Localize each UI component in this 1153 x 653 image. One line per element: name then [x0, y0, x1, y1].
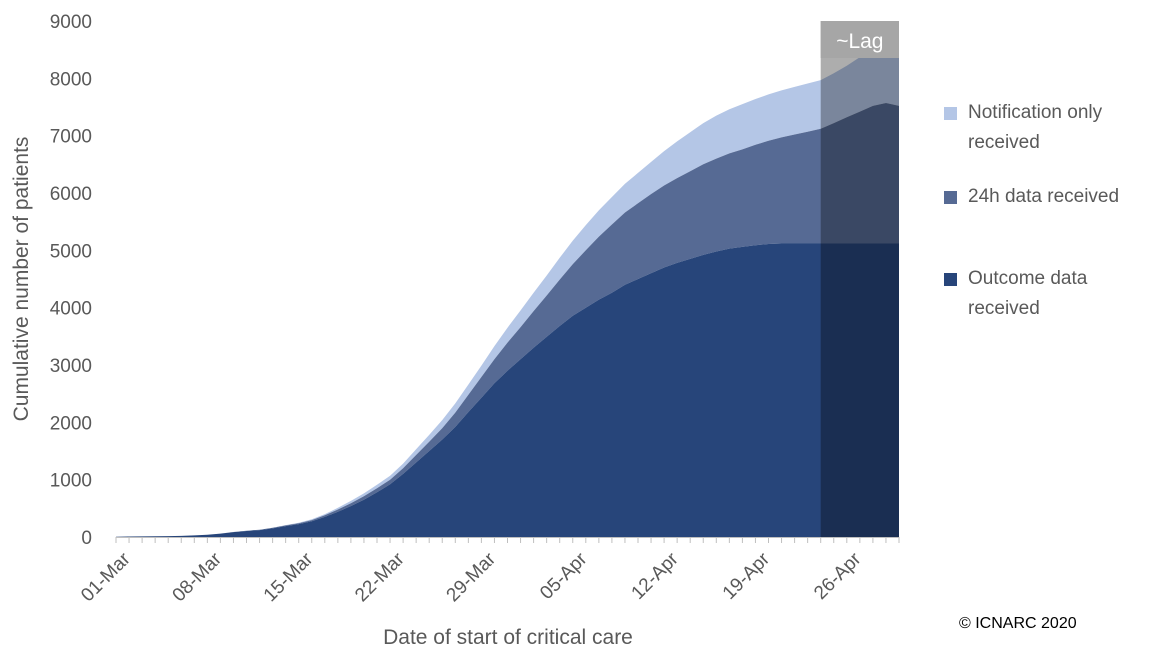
legend-label-notification: Notification only received — [968, 102, 1103, 153]
y-tick-label: 2000 — [50, 413, 92, 434]
legend-swatch-outcome — [944, 273, 957, 286]
cumulative-patients-chart: 0 1000 2000 3000 4000 5000 6000 7000 8000 9000 ~L… — [10, 12, 900, 649]
x-axis-minor-ticks — [115, 537, 900, 543]
legend-label-24h: 24h data received — [968, 186, 1120, 207]
x-axis-tick-labels: 01-Mar 08-Mar 15-Mar 22-Mar 29-Mar 05-Apr 12-A… — [77, 548, 866, 606]
x-tick-label: 15-Mar — [260, 548, 318, 606]
lag-header — [820, 21, 899, 58]
chart-legend: Notification only received 24h data rece… — [944, 98, 1153, 326]
x-axis-title: Date of start of critical care — [383, 626, 633, 649]
x-tick-label: 05-Apr — [536, 548, 592, 604]
y-axis-ticks: 0 1000 2000 3000 4000 5000 6000 7000 8000 9000 — [50, 12, 92, 549]
area-notification-only-received — [116, 42, 899, 537]
y-tick-label: 7000 — [50, 127, 92, 148]
copyright-notice: © ICNARC 2020 — [959, 615, 1077, 632]
area-outcome-data-received — [116, 243, 899, 537]
stacked-areas — [116, 42, 899, 537]
x-tick-label: 12-Apr — [628, 548, 684, 604]
x-tick-label: 08-Mar — [169, 548, 227, 606]
area-24h-data-received — [116, 103, 899, 537]
y-tick-label: 3000 — [50, 356, 92, 377]
legend-swatch-notification — [944, 107, 957, 120]
y-tick-label: 9000 — [50, 12, 92, 33]
legend-item-outcome: Outcome data received — [944, 264, 1153, 326]
lag-shade — [820, 21, 899, 537]
y-tick-label: 8000 — [50, 69, 92, 90]
legend-label-outcome: Outcome data received — [968, 268, 1088, 319]
x-tick-label: 01-Mar — [77, 548, 135, 606]
x-tick-label: 29-Mar — [443, 548, 501, 606]
y-tick-label: 1000 — [50, 471, 92, 492]
lag-overlay: ~Lag — [820, 21, 899, 537]
legend-item-24h: 24h data received — [944, 182, 1153, 264]
legend-swatch-24h — [944, 191, 957, 204]
legend-item-notification: Notification only received — [944, 98, 1153, 160]
y-axis-title: Cumulative number of patients — [10, 137, 33, 422]
lag-label: ~Lag — [836, 30, 883, 53]
y-tick-label: 4000 — [50, 299, 92, 320]
y-tick-label: 0 — [81, 528, 92, 549]
x-tick-label: 22-Mar — [351, 548, 409, 606]
y-tick-label: 6000 — [50, 184, 92, 205]
x-tick-label: 26-Apr — [810, 548, 866, 604]
y-tick-label: 5000 — [50, 241, 92, 262]
x-tick-label: 19-Apr — [719, 548, 775, 604]
